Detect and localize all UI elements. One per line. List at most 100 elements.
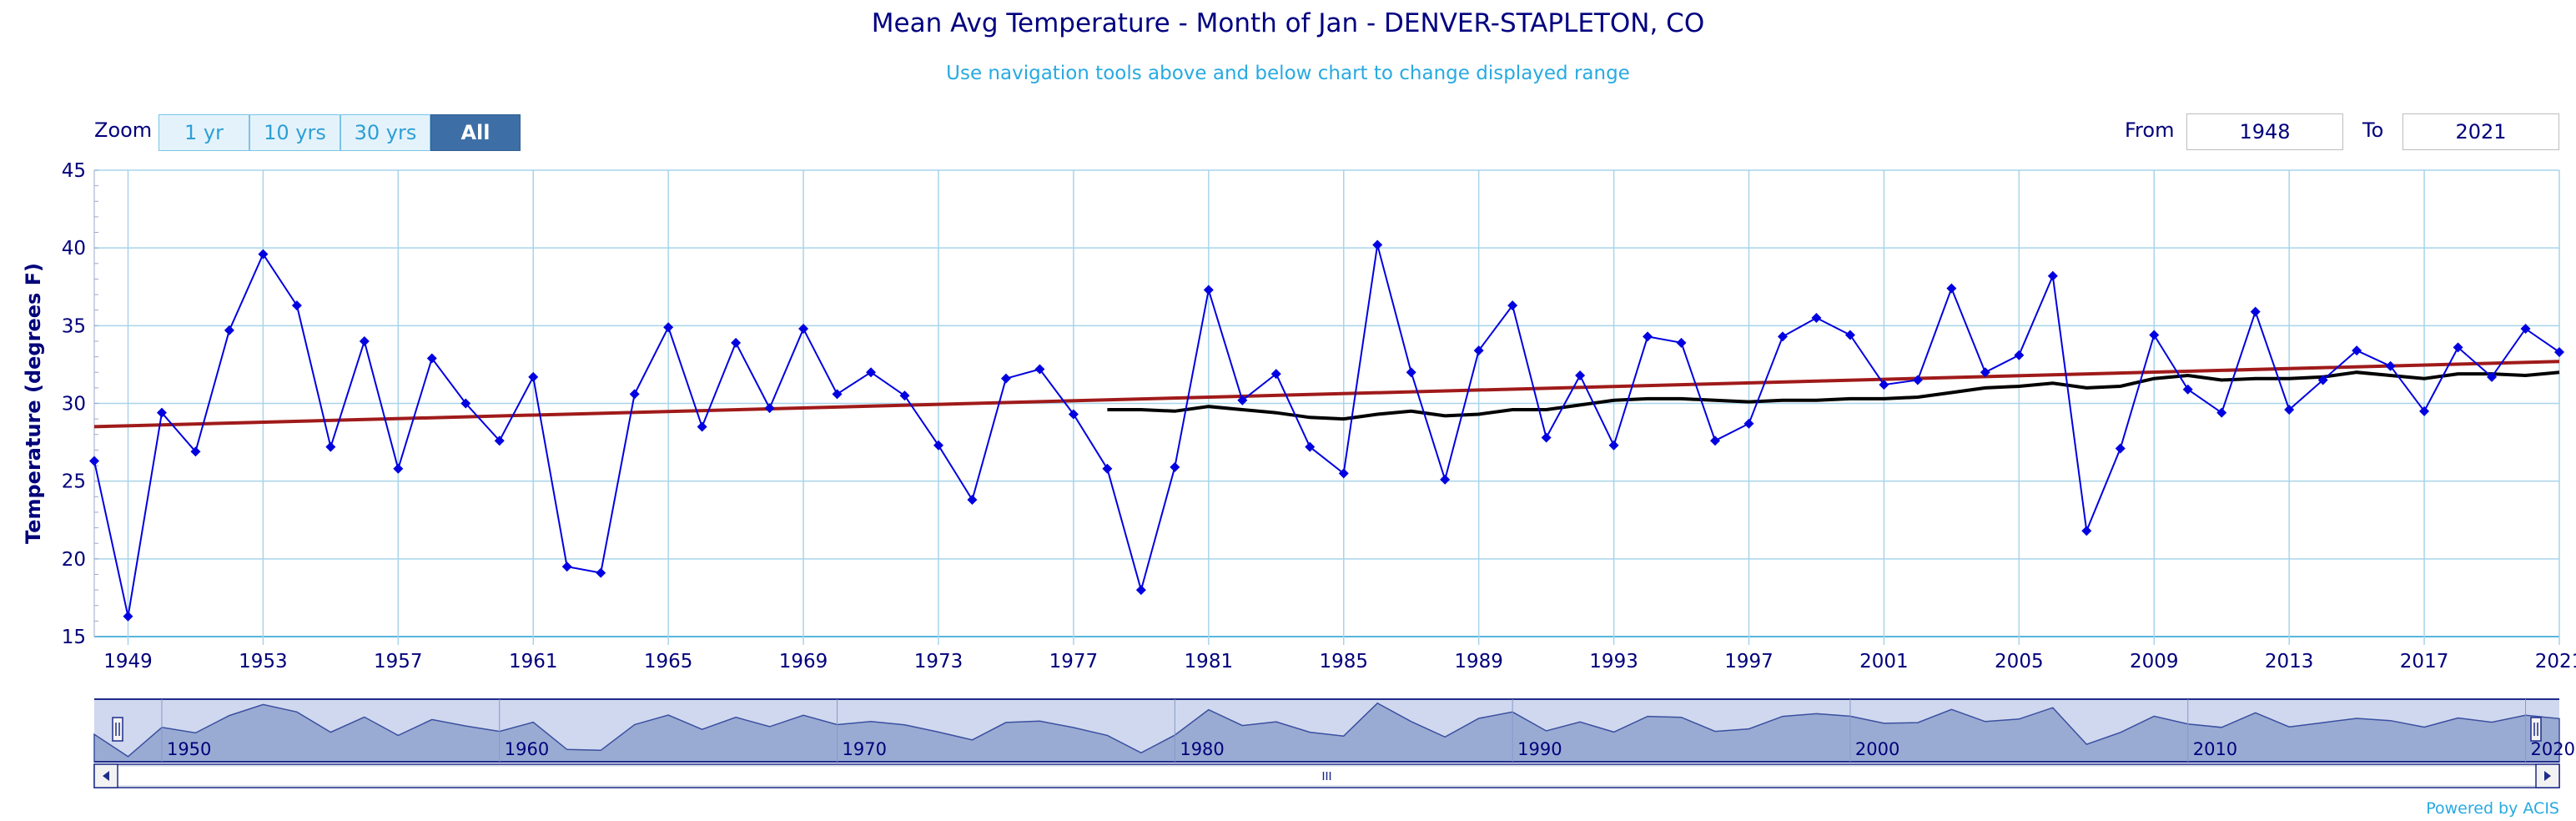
y-tick-label: 25: [62, 471, 86, 493]
navigator-year-label: 2000: [1855, 739, 1899, 759]
data-point-marker: [2284, 404, 2295, 415]
data-point-marker: [190, 446, 201, 457]
data-point-marker: [258, 249, 269, 259]
data-point-marker: [798, 324, 809, 335]
data-point-marker: [1068, 409, 1079, 420]
navigator-year-label: 1950: [167, 739, 211, 759]
data-point-marker: [1372, 239, 1383, 250]
data-point-marker: [1811, 313, 1822, 324]
data-point-marker: [1844, 330, 1855, 340]
data-point-marker: [1237, 395, 1248, 405]
zoom-30yrs-button[interactable]: 30 yrs: [340, 114, 430, 151]
data-point-marker: [1270, 369, 1281, 380]
data-point-marker: [663, 322, 674, 333]
data-point-marker: [89, 456, 99, 466]
zoom-all-button[interactable]: All: [430, 114, 521, 151]
data-point-marker: [2182, 384, 2193, 395]
data-point-marker: [1170, 461, 1180, 472]
y-tick-label: 30: [62, 394, 86, 416]
x-tick-label: 1993: [1589, 651, 1638, 672]
data-point-marker: [1203, 285, 1214, 295]
zoom-1yr-button[interactable]: 1 yr: [158, 114, 249, 151]
data-point-marker: [899, 390, 910, 401]
data-point-marker: [1777, 331, 1788, 342]
data-point-marker: [2216, 407, 2227, 418]
data-point-marker: [393, 463, 404, 474]
data-point-marker: [1034, 364, 1045, 375]
x-tick-label: 1997: [1724, 651, 1774, 672]
data-point-marker: [866, 367, 877, 378]
data-point-marker: [1507, 300, 1518, 311]
x-tick-label: 1965: [644, 651, 693, 672]
data-point-marker: [596, 567, 606, 578]
from-label: From: [2125, 118, 2175, 142]
data-point-marker: [426, 353, 437, 364]
x-tick-label: 2009: [2130, 651, 2179, 672]
data-point-marker: [1406, 367, 1416, 378]
x-tick-label: 2021: [2535, 651, 2576, 672]
data-point-marker: [1710, 436, 1721, 446]
x-tick-label: 1981: [1185, 651, 1234, 672]
navigator-left-handle: [112, 717, 123, 742]
data-point-marker: [156, 407, 167, 418]
to-year-input[interactable]: [2402, 113, 2559, 150]
data-point-marker: [494, 436, 505, 446]
x-tick-label: 1989: [1454, 651, 1503, 672]
x-tick-label: 2017: [2400, 651, 2449, 672]
data-point-marker: [697, 421, 707, 432]
zoom-10yrs-button[interactable]: 10 yrs: [249, 114, 340, 151]
x-tick-label: 1957: [374, 651, 423, 672]
x-tick-label: 1973: [914, 651, 963, 672]
data-point-marker: [224, 325, 234, 335]
navigator-year-label: 2010: [2193, 739, 2237, 759]
data-point-marker: [1879, 380, 1889, 390]
data-point-marker: [2487, 371, 2498, 382]
navigator[interactable]: 1950 1960 1970 1980 1990 2000 2010 2020: [93, 698, 2575, 788]
grid-lines: [94, 169, 2560, 637]
data-point-marker: [2554, 347, 2564, 358]
data-point-marker: [2047, 270, 2058, 281]
data-point-marker: [1338, 468, 1349, 479]
data-point-marker: [2352, 345, 2362, 356]
x-tick-label: 2005: [1995, 651, 2044, 672]
data-point-marker: [1743, 418, 1754, 429]
x-tick-label: 2013: [2265, 651, 2314, 672]
data-point-marker: [731, 337, 742, 348]
data-point-marker: [1608, 440, 1619, 451]
powered-by-credit[interactable]: Powered by ACIS: [2426, 799, 2559, 818]
data-point-marker: [1575, 370, 1586, 380]
x-tick-label: 1977: [1049, 651, 1099, 672]
zoom-label: Zoom: [94, 118, 153, 142]
data-point-marker: [1000, 373, 1011, 384]
data-point-marker: [2385, 360, 2396, 371]
data-point-marker: [2081, 526, 2092, 536]
navigator-year-label: 1960: [505, 739, 549, 759]
data-point-marker: [2250, 306, 2261, 317]
trend-line: [93, 360, 2560, 429]
data-point-marker: [528, 371, 539, 382]
navigator-year-label: 1980: [1180, 739, 1224, 759]
data-point-marker: [933, 440, 943, 451]
from-year-input[interactable]: [2186, 113, 2343, 150]
data-point-marker: [2520, 324, 2531, 335]
data-point-marker: [1473, 345, 1484, 356]
data-point-marker: [1980, 367, 1990, 378]
data-point-marker: [359, 335, 370, 346]
data-point-marker: [629, 389, 640, 400]
data-point-marker: [2453, 342, 2463, 353]
data-point-marker: [561, 562, 572, 572]
data-point-marker: [764, 403, 775, 414]
navigator-area: [93, 702, 2560, 763]
navigator-year-label: 1990: [1517, 739, 1562, 759]
x-tick-label: 2001: [1859, 651, 1909, 672]
observed-temperature-line: [93, 244, 2560, 617]
x-tick-label: 1949: [103, 651, 153, 672]
y-tick-label: 15: [62, 627, 86, 648]
data-point-marker: [2014, 350, 2025, 360]
data-point-marker: [1135, 585, 1146, 596]
moving-average-line: [1107, 370, 2560, 421]
data-point-marker: [1102, 463, 1113, 474]
chart-title: Mean Avg Temperature - Month of Jan - DE…: [871, 8, 1705, 38]
data-point-marker: [2115, 443, 2126, 454]
x-tick-label: 1953: [239, 651, 288, 672]
